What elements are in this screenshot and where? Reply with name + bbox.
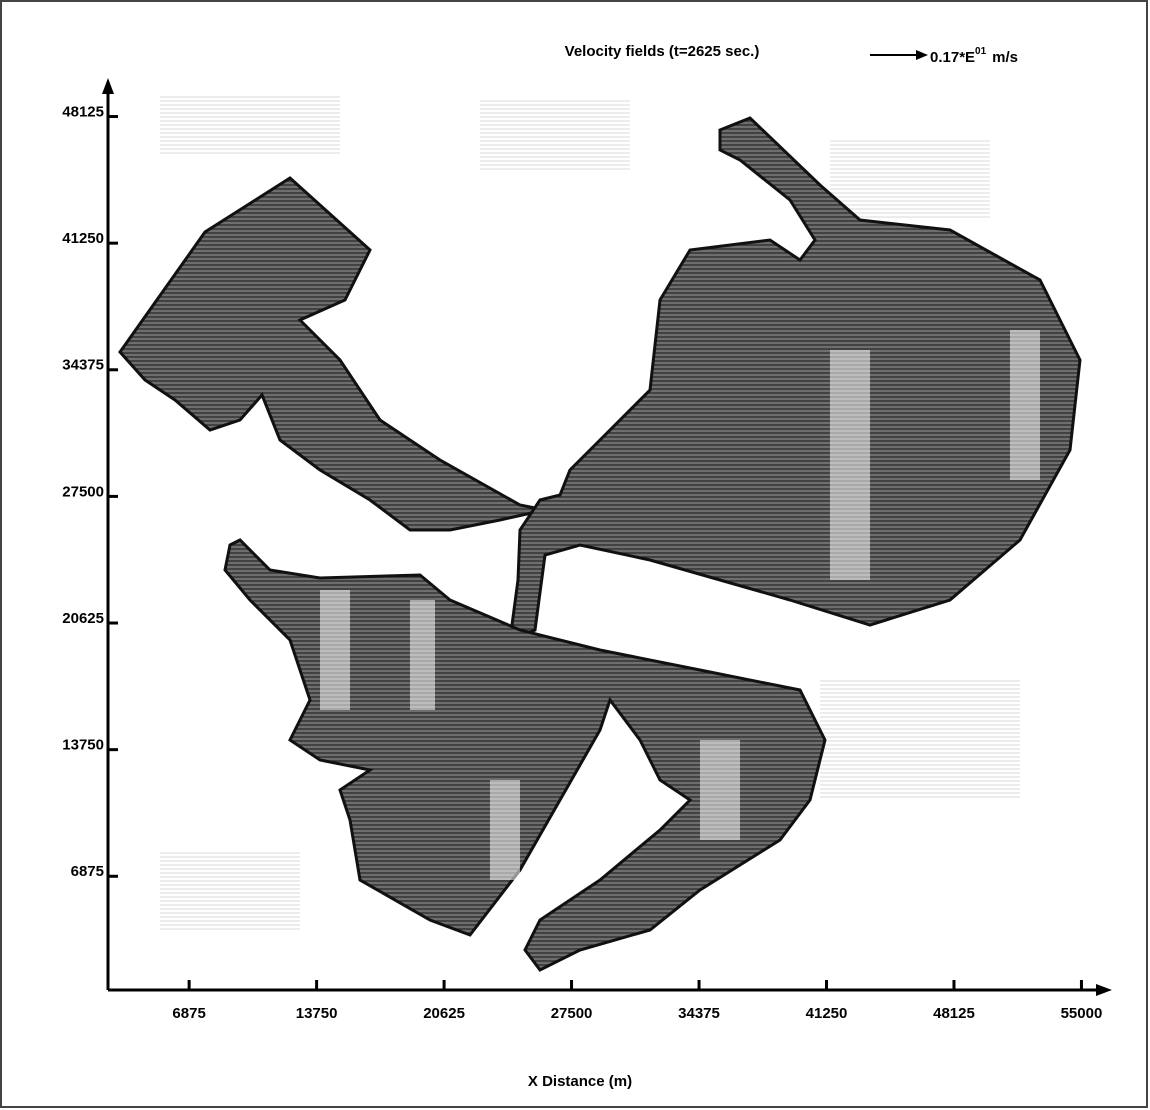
x-axis-arrow [1096, 984, 1112, 996]
background-noise [160, 95, 1020, 930]
x-tick-label: 13750 [296, 1005, 338, 1022]
y-tick-label: 20625 [62, 610, 104, 627]
y-tick-label: 34375 [62, 357, 104, 374]
chart-title: Velocity fields (t=2625 sec.) [565, 43, 760, 60]
x-tick-label: 6875 [172, 1005, 205, 1022]
x-tick-label: 48125 [933, 1005, 975, 1022]
x-axis-label: X Distance (m) [528, 1073, 632, 1090]
legend-unit: m/s [992, 49, 1018, 66]
x-tick-label: 34375 [678, 1005, 720, 1022]
y-axis-arrow [102, 78, 114, 94]
highlights [320, 330, 1040, 880]
y-tick-label: 6875 [71, 863, 104, 880]
x-tick-label: 55000 [1061, 1005, 1103, 1022]
x-tick-label: 27500 [551, 1005, 593, 1022]
y-tick-label: 41250 [62, 230, 104, 247]
y-tick-label: 27500 [62, 483, 104, 500]
x-tick-label: 41250 [806, 1005, 848, 1022]
legend-mantissa: 0.17*E [930, 49, 975, 66]
y-tick-label: 13750 [62, 737, 104, 754]
water-body [118, 116, 1082, 972]
x-tick-label: 20625 [423, 1005, 465, 1022]
legend-label: 0.17*E01 m/s [930, 46, 1018, 66]
legend-arrowhead [916, 50, 928, 60]
y-tick-label: 48125 [62, 104, 104, 121]
legend-exponent: 01 [975, 46, 987, 57]
